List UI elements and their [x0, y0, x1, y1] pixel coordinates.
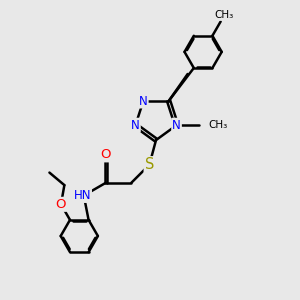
Text: HN: HN	[74, 189, 91, 202]
Text: N: N	[172, 119, 181, 132]
Text: O: O	[56, 198, 66, 211]
Text: N: N	[131, 119, 140, 132]
Text: CH₃: CH₃	[208, 120, 228, 130]
Text: O: O	[100, 148, 111, 161]
Text: N: N	[139, 94, 148, 107]
Text: CH₃: CH₃	[215, 10, 234, 20]
Text: S: S	[145, 157, 154, 172]
